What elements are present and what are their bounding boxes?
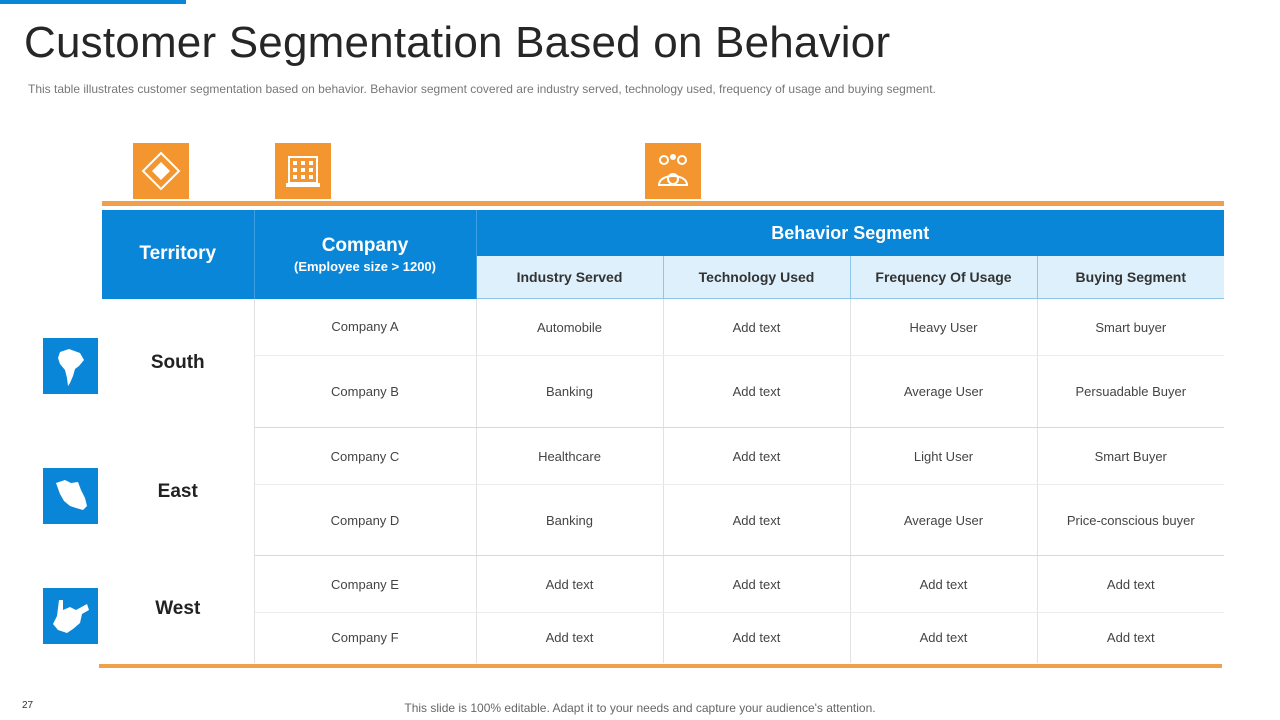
technology-cell: Add text <box>662 555 850 613</box>
col-frequency-of-usage: Frequency Of Usage <box>849 256 1037 299</box>
technology-cell: Add text <box>662 484 850 556</box>
industry-cell: Add text <box>475 612 663 663</box>
west-virginia-map-icon <box>43 588 98 644</box>
territory-south: South <box>102 298 255 428</box>
company-header: Company (Employee size > 1200) <box>254 210 477 299</box>
frequency-cell: Average User <box>849 484 1037 556</box>
buying-cell: Add text <box>1036 612 1225 663</box>
col-buying-segment: Buying Segment <box>1036 256 1225 299</box>
territory-east: East <box>102 427 255 556</box>
segmentation-table: Territory Company (Employee size > 1200)… <box>102 210 1225 663</box>
company-header-sublabel: (Employee size > 1200) <box>294 258 436 274</box>
east-region-map-icon <box>43 468 98 524</box>
diamond-icon <box>133 143 189 199</box>
technology-cell: Add text <box>662 427 850 485</box>
technology-cell: Add text <box>662 298 850 356</box>
south-america-map-icon <box>43 338 98 394</box>
company-cell: Company D <box>254 484 476 556</box>
col-industry-served: Industry Served <box>476 256 663 299</box>
table-bottom-rule <box>99 664 1222 668</box>
top-accent-bar <box>0 0 186 4</box>
table-row: West Company E Add text Add text Add tex… <box>102 555 1225 663</box>
industry-cell: Banking <box>475 484 663 556</box>
company-cell: Company E <box>254 555 476 613</box>
frequency-cell: Average User <box>849 355 1037 428</box>
industry-cell: Automobile <box>475 298 663 356</box>
frequency-cell: Add text <box>849 555 1037 613</box>
buying-cell: Smart buyer <box>1036 298 1225 356</box>
frequency-cell: Heavy User <box>849 298 1037 356</box>
company-header-label: Company <box>321 234 409 256</box>
table-row: Company B Banking Add text Average User … <box>102 355 1225 428</box>
territory-header: Territory <box>102 210 255 299</box>
company-cell: Company C <box>254 427 476 485</box>
page-subtitle: This table illustrates customer segmenta… <box>28 82 936 96</box>
territory-west: West <box>102 555 255 663</box>
frequency-cell: Light User <box>849 427 1037 485</box>
technology-cell: Add text <box>662 612 850 663</box>
behavior-segment-header: Behavior Segment <box>476 210 1225 256</box>
table-row: Company F Add text Add text Add text Add… <box>102 612 1225 663</box>
table-top-rule <box>102 201 1224 206</box>
industry-cell: Add text <box>475 555 663 613</box>
table-row: South Company A Automobile Add text Heav… <box>102 298 1225 428</box>
people-gears-icon <box>645 143 701 199</box>
table-row: Company D Banking Add text Average User … <box>102 484 1225 556</box>
industry-cell: Healthcare <box>475 427 663 485</box>
page-number: 27 <box>22 700 34 711</box>
industry-cell: Banking <box>475 355 663 428</box>
buying-cell: Price-conscious buyer <box>1036 484 1225 556</box>
frequency-cell: Add text <box>849 612 1037 663</box>
table-row: East Company C Healthcare Add text Light… <box>102 427 1225 556</box>
buying-cell: Smart Buyer <box>1036 427 1225 485</box>
buying-cell: Persuadable Buyer <box>1036 355 1225 428</box>
company-cell: Company A <box>254 298 476 356</box>
col-technology-used: Technology Used <box>662 256 850 299</box>
company-cell: Company F <box>331 630 399 646</box>
page-title: Customer Segmentation Based on Behavior <box>24 18 891 67</box>
building-icon <box>275 143 331 199</box>
company-cell: Company B <box>254 355 476 428</box>
buying-cell: Add text <box>1036 555 1225 613</box>
technology-cell: Add text <box>662 355 850 428</box>
footer-note: This slide is 100% editable. Adapt it to… <box>404 701 876 715</box>
